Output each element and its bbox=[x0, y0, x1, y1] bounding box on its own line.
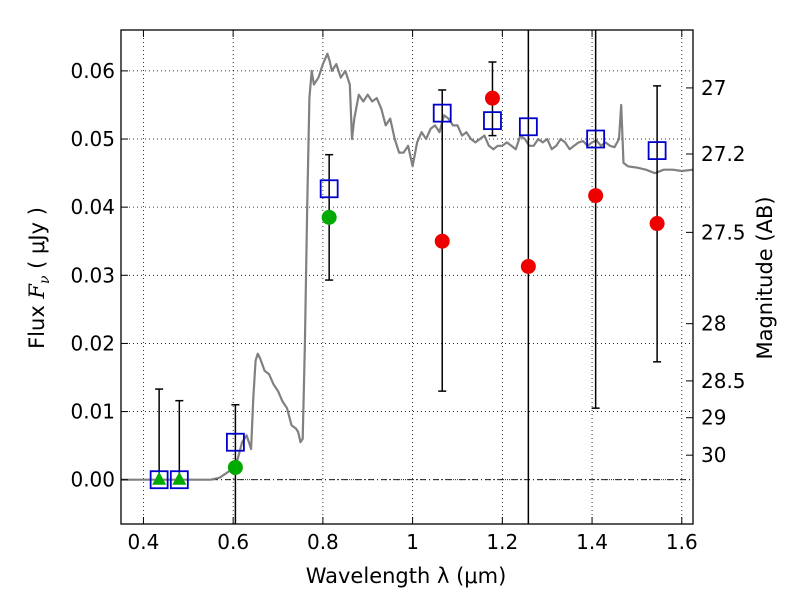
y-axis-label: Flux Fν ( μJy ) bbox=[25, 207, 53, 349]
data-point-square bbox=[319, 179, 339, 199]
right-tick-label: 28.5 bbox=[701, 369, 746, 393]
y-tick-label: 0.06 bbox=[70, 59, 115, 83]
data-point-circle bbox=[321, 209, 337, 225]
right-tick-labels: 27 27.2 27.5 28 28.5 29 30 bbox=[701, 76, 746, 467]
right-tick-label: 27 bbox=[701, 76, 726, 100]
x-tick-label: 0.8 bbox=[307, 530, 339, 554]
data-point-square bbox=[518, 117, 538, 137]
x-tick-label: 0.4 bbox=[128, 530, 160, 554]
x-tick-label: 1 bbox=[406, 530, 419, 554]
data-point-square bbox=[169, 470, 189, 490]
x-axis-label: Wavelength λ (μm) bbox=[306, 564, 507, 588]
y-tick-label: 0.01 bbox=[70, 400, 115, 424]
x-tick-label: 1.2 bbox=[486, 530, 518, 554]
right-axis-label: Magnitude (AB) bbox=[753, 196, 777, 359]
x-tick-label: 0.6 bbox=[217, 530, 249, 554]
data-point-square bbox=[225, 432, 245, 452]
x-tick-label: 1.6 bbox=[666, 530, 698, 554]
x-tick-labels: 0.4 0.6 0.8 1 1.2 1.4 1.6 bbox=[128, 530, 698, 554]
model-spectrum bbox=[121, 52, 694, 481]
data-point-circle bbox=[649, 216, 665, 232]
data-point-square bbox=[586, 129, 606, 149]
right-tick-label: 27.2 bbox=[701, 142, 746, 166]
x-tick-label: 1.4 bbox=[576, 530, 608, 554]
y-tick-label: 0.02 bbox=[70, 331, 115, 355]
markers bbox=[149, 90, 667, 490]
plot-frame bbox=[120, 29, 694, 525]
data-point-triangle bbox=[152, 471, 167, 485]
data-point-triangle bbox=[172, 471, 187, 485]
y-tick-labels: 0.00 0.01 0.02 0.03 0.04 0.05 0.06 bbox=[70, 59, 115, 492]
right-tick-label: 27.5 bbox=[701, 220, 746, 244]
y-tick-label: 0.03 bbox=[70, 263, 115, 287]
tick-marks bbox=[121, 30, 693, 524]
data-point-circle bbox=[588, 188, 604, 204]
right-tick-label: 29 bbox=[701, 406, 726, 430]
right-tick-label: 28 bbox=[701, 312, 726, 336]
right-tick-label: 30 bbox=[701, 443, 726, 467]
data-point-circle bbox=[484, 90, 500, 106]
data-point-square bbox=[647, 141, 667, 161]
spectrum-line bbox=[121, 52, 694, 481]
data-point-circle bbox=[520, 258, 536, 274]
grid bbox=[121, 30, 693, 524]
data-point-circle bbox=[434, 233, 450, 249]
y-tick-label: 0.04 bbox=[70, 195, 115, 219]
data-point-square bbox=[483, 111, 502, 131]
y-tick-label: 0.05 bbox=[70, 127, 115, 151]
y-tick-label: 0.00 bbox=[70, 468, 115, 492]
data-point-circle bbox=[227, 459, 243, 475]
data-point-square bbox=[432, 103, 452, 123]
data-point-square bbox=[149, 470, 169, 490]
